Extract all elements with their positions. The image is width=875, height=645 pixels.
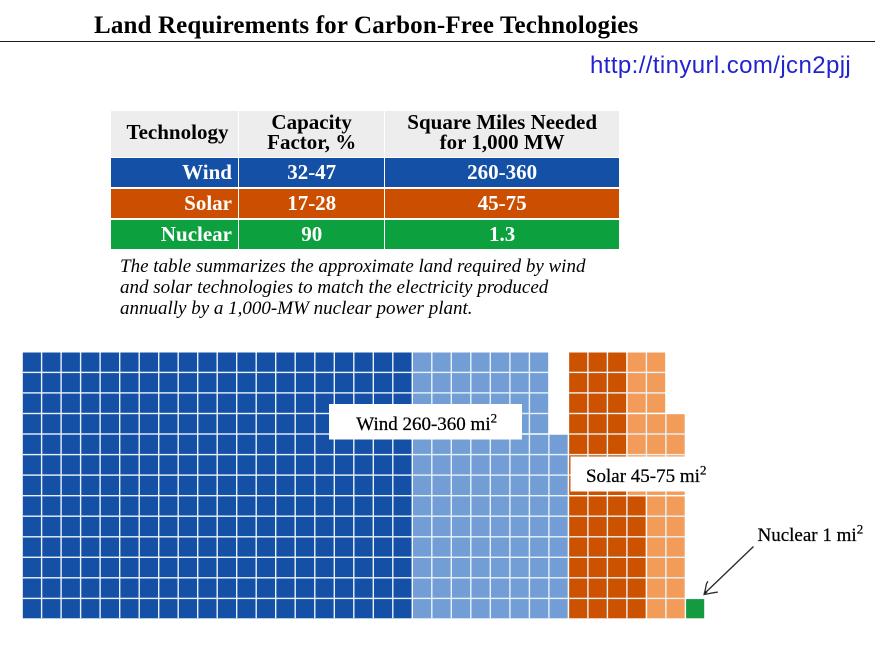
svg-text:Solar 45-75 mi2: Solar 45-75 mi2 (586, 463, 707, 488)
svg-text:Wind 260-360 mi2: Wind 260-360 mi2 (356, 411, 497, 436)
svg-text:Nuclear 1 mi2: Nuclear 1 mi2 (758, 522, 864, 547)
